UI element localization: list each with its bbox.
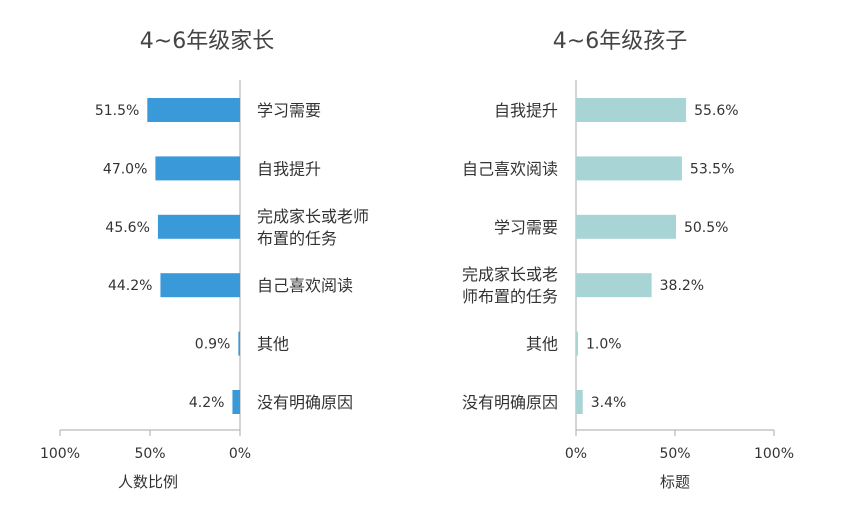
left-category-label: 完成家长或老师: [257, 207, 369, 226]
right-value-label: 55.6%: [694, 103, 738, 119]
left-bar: [160, 273, 240, 298]
right-tick-label: 100%: [754, 446, 794, 462]
left-axis-label: 人数比例: [118, 473, 178, 491]
left-value-label: 0.9%: [195, 337, 231, 353]
left-value-label: 51.5%: [95, 103, 139, 119]
right-category-label: 学习需要: [494, 218, 558, 237]
right-category-label: 没有明确原因: [462, 393, 558, 412]
right-bar: [576, 98, 687, 122]
left-panel: 4~6年级家长 100% 50% 0% 人数比例 51.5% 学习需要 47.0% 自…: [40, 29, 369, 491]
right-category-label: 师布置的任务: [462, 287, 558, 306]
right-bar: [576, 331, 578, 356]
left-bar: [157, 214, 240, 239]
right-bar: [576, 156, 682, 181]
left-category-label: 其他: [257, 335, 289, 354]
right-axis-label: 标题: [660, 473, 690, 491]
left-category-label: 布置的任务: [257, 229, 337, 248]
left-category-label: 学习需要: [257, 101, 321, 120]
left-bar: [232, 390, 240, 414]
right-bars-group: 55.6% 自我提升 53.5% 自己喜欢阅读 50.5% 学习需要 38.2% 完成家长或老…: [462, 98, 739, 414]
right-bar: [576, 214, 676, 239]
left-tick-label: 50%: [134, 446, 165, 462]
right-value-label: 38.2%: [660, 278, 704, 294]
right-bar: [576, 390, 583, 414]
right-category-label: 完成家长或老: [462, 265, 558, 284]
left-category-label: 自己喜欢阅读: [257, 276, 353, 295]
right-panel: 4~6年级孩子 0% 50% 100% 标题 55.6% 自我提升 53.5% 自己喜…: [462, 29, 794, 491]
left-tick-label: 100%: [40, 446, 80, 462]
left-category-label: 没有明确原因: [257, 393, 353, 412]
right-category-label: 自己喜欢阅读: [462, 159, 558, 178]
right-category-label: 其他: [526, 335, 558, 354]
right-value-label: 1.0%: [586, 337, 622, 353]
left-bar: [155, 156, 240, 181]
left-bar: [147, 98, 240, 122]
left-value-label: 4.2%: [189, 395, 225, 411]
right-value-label: 53.5%: [690, 161, 734, 177]
right-bar: [576, 273, 652, 298]
right-value-label: 3.4%: [591, 395, 627, 411]
right-chart-title: 4~6年级孩子: [553, 29, 687, 54]
left-value-label: 47.0%: [103, 161, 147, 177]
right-value-label: 50.5%: [684, 220, 728, 236]
left-value-label: 44.2%: [108, 278, 152, 294]
left-value-label: 45.6%: [105, 220, 149, 236]
left-tick-label: 0%: [229, 446, 251, 462]
right-tick-label: 50%: [659, 446, 690, 462]
right-category-label: 自我提升: [494, 101, 558, 120]
right-tick-label: 0%: [565, 446, 587, 462]
left-chart-title: 4~6年级家长: [140, 29, 274, 54]
left-category-label: 自我提升: [257, 159, 321, 178]
left-bar: [238, 331, 240, 356]
